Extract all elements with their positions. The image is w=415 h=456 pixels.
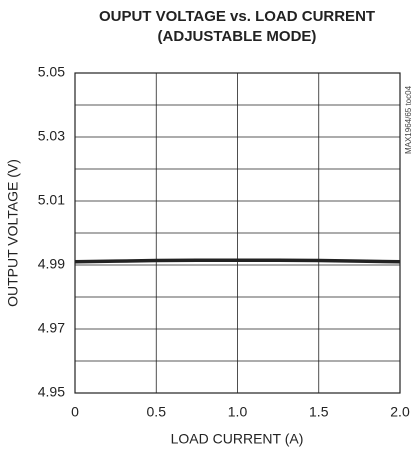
y-axis-label: OUTPUT VOLTAGE (V)	[5, 159, 21, 307]
y-tick-label: 4.99	[38, 256, 65, 272]
chart-title: OUPUT VOLTAGE vs. LOAD CURRENT	[99, 8, 375, 25]
data-line	[74, 258, 401, 264]
y-tick-label: 4.95	[38, 384, 65, 400]
x-tick-label: 1.5	[309, 404, 329, 420]
annotation: MAX1964/65 toc04	[404, 85, 413, 154]
chart-subtitle: (ADJUSTABLE MODE)	[158, 28, 317, 45]
x-tick-label: 0	[71, 404, 79, 420]
plot-frame	[74, 72, 401, 394]
x-tick-label: 1.0	[228, 404, 248, 420]
y-tick-label: 5.05	[38, 64, 65, 80]
y-tick-label: 5.01	[38, 192, 65, 208]
x-tick-label: 0.5	[147, 404, 167, 420]
x-axis-label: LOAD CURRENT (A)	[171, 431, 304, 447]
y-tick-label: 4.97	[38, 320, 65, 336]
x-tick-label: 2.0	[390, 404, 410, 420]
y-tick-label: 5.03	[38, 128, 65, 144]
